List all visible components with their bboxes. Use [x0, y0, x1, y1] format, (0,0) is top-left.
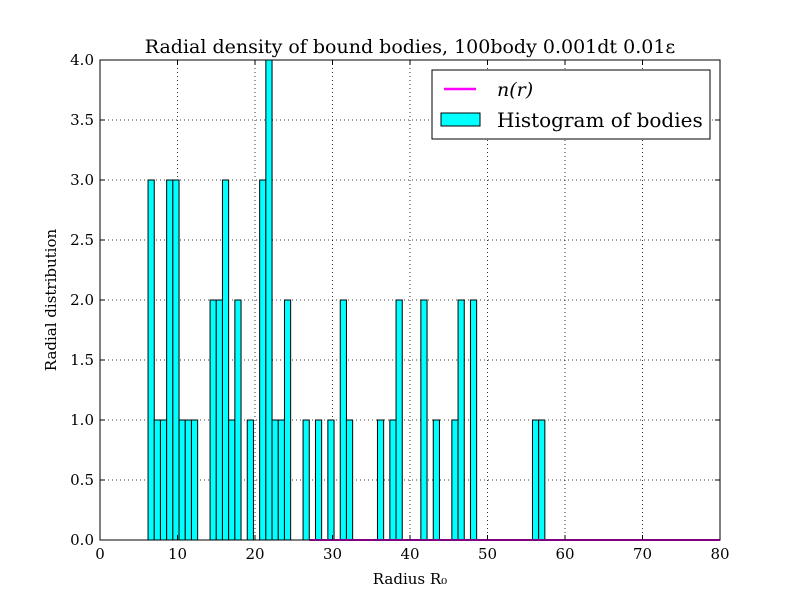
x-tick-labels: 0 10 20 30 40 50 60 70 80: [95, 545, 729, 563]
x-tick-label: 30: [323, 545, 342, 563]
histogram-bar: [339, 299, 347, 541]
histogram-bar: [538, 419, 546, 541]
histogram-bar: [469, 299, 478, 541]
x-tick-label: 10: [168, 545, 187, 563]
y-tick-label: 1.0: [70, 411, 94, 429]
histogram-bar: [327, 419, 335, 541]
y-tick-label: 4.0: [70, 51, 94, 69]
x-axis-label: Radius R₀: [373, 570, 447, 588]
histogram-bar: [166, 179, 174, 541]
y-tick-label: 2.5: [70, 231, 94, 249]
axis-ticks: [99, 59, 721, 541]
y-axis-label: Radial distribution: [42, 228, 60, 371]
legend: n(r) Histogram of bodies: [431, 69, 711, 140]
legend-histogram-swatch: [440, 112, 481, 127]
histogram-bar: [209, 299, 217, 541]
x-tick-label: 50: [478, 545, 497, 563]
histogram-bar: [190, 419, 199, 541]
histogram-bar: [178, 419, 186, 541]
histogram-bar: [265, 59, 273, 541]
y-tick-label: 3.0: [70, 171, 94, 189]
histogram-bar: [376, 419, 385, 541]
histogram-bar: [271, 419, 279, 541]
histogram-bar: [451, 419, 459, 541]
legend-box: [431, 69, 711, 140]
x-tick-label: 70: [633, 545, 652, 563]
histogram-bar: [234, 299, 242, 541]
x-tick-label: 40: [400, 545, 419, 563]
histogram-bar: [302, 419, 310, 541]
histogram-bar: [389, 419, 397, 541]
histogram-bar: [432, 419, 440, 541]
histogram-bar: [283, 299, 292, 541]
histogram-bar: [246, 419, 254, 541]
legend-line-label: n(r): [497, 79, 533, 101]
y-tick-label: 0.5: [70, 471, 94, 489]
histogram-bar: [277, 419, 285, 541]
histogram-bar: [345, 419, 354, 541]
x-tick-label: 60: [555, 545, 574, 563]
x-tick-label: 0: [95, 545, 105, 563]
legend-histogram-label: Histogram of bodies: [497, 108, 703, 132]
x-tick-label: 20: [245, 545, 264, 563]
histogram-bar: [153, 419, 161, 541]
y-tick-labels: 0.0 0.5 1.0 1.5 2.0 2.5 3.0 3.5 4.0: [70, 51, 94, 549]
x-tick-label: 80: [710, 545, 729, 563]
histogram-bar: [259, 179, 267, 541]
histogram-bar: [395, 299, 403, 541]
chart-title: Radial density of bound bodies, 100body …: [145, 36, 676, 58]
histogram-bar: [314, 419, 323, 541]
y-tick-label: 0.0: [70, 531, 94, 549]
histogram-bar: [184, 419, 192, 541]
histogram-bar: [215, 299, 223, 541]
histogram-bar: [159, 419, 168, 541]
histogram-bar: [531, 419, 540, 541]
y-tick-label: 2.0: [70, 291, 94, 309]
y-tick-label: 1.5: [70, 351, 94, 369]
y-tick-label: 3.5: [70, 111, 94, 129]
histogram-bar: [420, 299, 428, 541]
histogram-bar: [147, 179, 155, 541]
histogram-bar: [172, 179, 180, 541]
histogram-bar: [228, 419, 236, 541]
histogram-bar: [221, 179, 230, 541]
histogram-bar: [457, 299, 465, 541]
